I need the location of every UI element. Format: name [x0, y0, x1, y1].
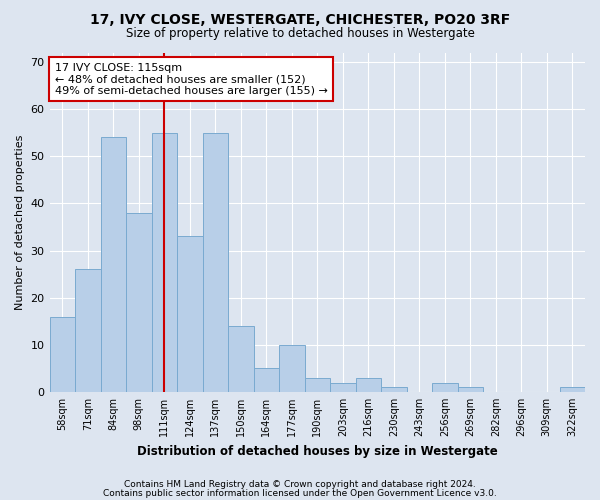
Bar: [279, 345, 305, 392]
Text: Contains public sector information licensed under the Open Government Licence v3: Contains public sector information licen…: [103, 489, 497, 498]
Text: 17 IVY CLOSE: 115sqm
← 48% of detached houses are smaller (152)
49% of semi-deta: 17 IVY CLOSE: 115sqm ← 48% of detached h…: [55, 62, 328, 96]
Bar: [228, 326, 254, 392]
Text: Size of property relative to detached houses in Westergate: Size of property relative to detached ho…: [125, 28, 475, 40]
Bar: [101, 138, 126, 392]
Bar: [330, 382, 356, 392]
Bar: [432, 382, 458, 392]
Bar: [356, 378, 381, 392]
Bar: [203, 132, 228, 392]
Bar: [458, 387, 483, 392]
Text: Contains HM Land Registry data © Crown copyright and database right 2024.: Contains HM Land Registry data © Crown c…: [124, 480, 476, 489]
Bar: [152, 132, 177, 392]
Bar: [177, 236, 203, 392]
Bar: [305, 378, 330, 392]
Bar: [75, 270, 101, 392]
Bar: [381, 387, 407, 392]
Y-axis label: Number of detached properties: Number of detached properties: [15, 134, 25, 310]
Bar: [50, 316, 75, 392]
Text: 17, IVY CLOSE, WESTERGATE, CHICHESTER, PO20 3RF: 17, IVY CLOSE, WESTERGATE, CHICHESTER, P…: [90, 12, 510, 26]
X-axis label: Distribution of detached houses by size in Westergate: Distribution of detached houses by size …: [137, 444, 497, 458]
Bar: [560, 387, 585, 392]
Bar: [126, 213, 152, 392]
Bar: [254, 368, 279, 392]
